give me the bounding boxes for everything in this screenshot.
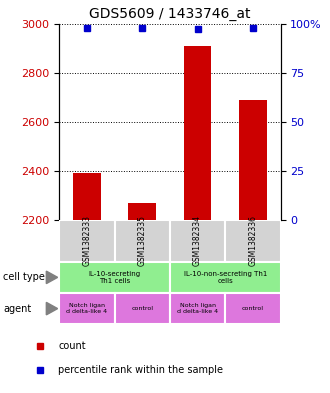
Polygon shape bbox=[46, 271, 58, 284]
Text: control: control bbox=[131, 306, 153, 311]
Bar bbox=[59, 220, 115, 262]
Text: Notch ligan
d delta-like 4: Notch ligan d delta-like 4 bbox=[66, 303, 108, 314]
Bar bbox=[115, 293, 170, 324]
Bar bbox=[170, 262, 280, 293]
Text: IL-10-secreting
Th1 cells: IL-10-secreting Th1 cells bbox=[89, 271, 141, 284]
Text: GSM1382336: GSM1382336 bbox=[248, 215, 257, 266]
Bar bbox=[59, 262, 170, 293]
Bar bbox=[239, 100, 267, 220]
Text: agent: agent bbox=[3, 304, 31, 314]
Text: GSM1382335: GSM1382335 bbox=[138, 215, 147, 266]
Text: Notch ligan
d delta-like 4: Notch ligan d delta-like 4 bbox=[177, 303, 218, 314]
Text: control: control bbox=[242, 306, 264, 311]
Bar bbox=[170, 220, 225, 262]
Bar bbox=[115, 220, 170, 262]
Bar bbox=[59, 293, 115, 324]
Bar bbox=[73, 173, 101, 220]
Text: percentile rank within the sample: percentile rank within the sample bbox=[58, 365, 223, 375]
Bar bbox=[128, 203, 156, 220]
Bar bbox=[225, 220, 280, 262]
Bar bbox=[170, 293, 225, 324]
Text: cell type: cell type bbox=[3, 272, 45, 282]
Polygon shape bbox=[46, 302, 58, 315]
Text: count: count bbox=[58, 340, 86, 351]
Text: IL-10-non-secreting Th1
cells: IL-10-non-secreting Th1 cells bbox=[183, 271, 267, 284]
Title: GDS5609 / 1433746_at: GDS5609 / 1433746_at bbox=[89, 7, 251, 21]
Bar bbox=[225, 293, 280, 324]
Text: GSM1382333: GSM1382333 bbox=[82, 215, 91, 266]
Text: GSM1382334: GSM1382334 bbox=[193, 215, 202, 266]
Bar bbox=[184, 46, 212, 220]
